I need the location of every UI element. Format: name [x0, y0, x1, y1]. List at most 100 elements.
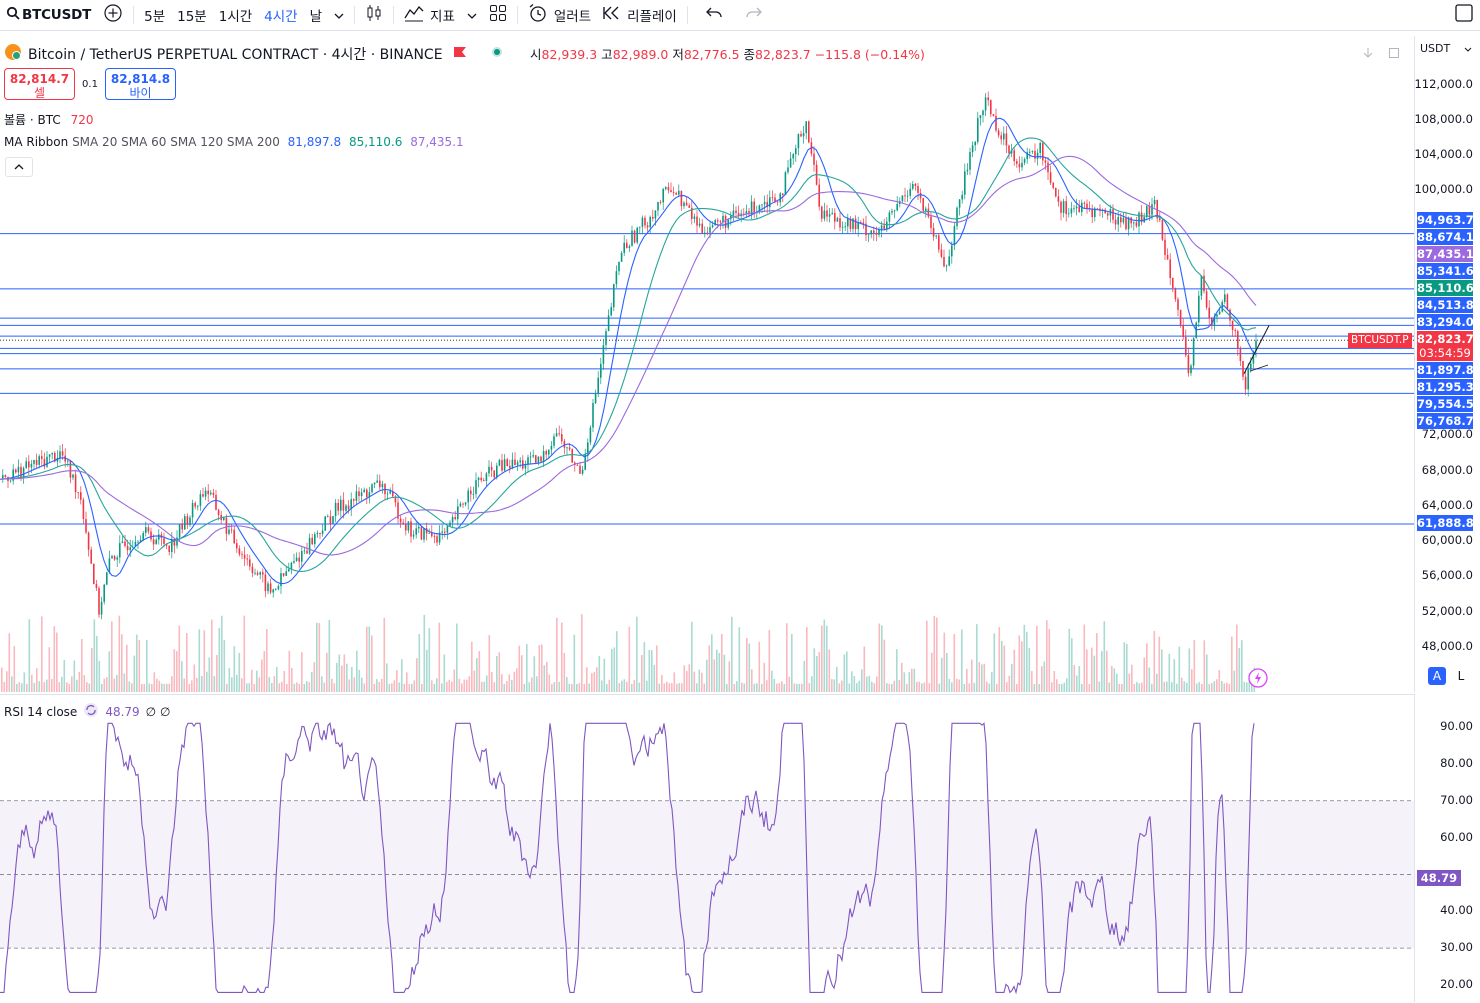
candle-body — [77, 492, 79, 493]
volume-bar — [43, 682, 46, 692]
log-scale-button[interactable]: L — [1457, 669, 1465, 683]
candle-body — [249, 559, 251, 567]
volume-bar — [1091, 647, 1093, 692]
volume-bar — [1051, 682, 1053, 692]
volume-legend[interactable]: 볼륨 · BTC 720 — [4, 111, 94, 128]
price-scale[interactable]: 112,000.0 108,000.0 104,000.0 100,000.0 72,0… — [1414, 36, 1480, 692]
rsi-scale[interactable]: 90.00 80.00 70.00 60.00 40.00 30.00 20.00 48.79 — [1414, 694, 1480, 1002]
candle-body — [236, 543, 238, 549]
volume-bar — [851, 671, 853, 692]
candle-body — [524, 464, 527, 469]
rsi-pane[interactable] — [0, 694, 1414, 1003]
interval-5m[interactable]: 5분 — [144, 9, 166, 25]
rsi-legend[interactable]: RSI 14 close 48.79 ∅ ∅ — [4, 702, 170, 721]
candle-body — [610, 307, 612, 316]
candle-body — [399, 518, 402, 523]
candle-body — [145, 527, 147, 533]
price-tick: 48,000.0 — [1421, 639, 1473, 653]
candle-body — [779, 193, 781, 203]
volume-bar — [201, 675, 203, 692]
candle-body — [529, 456, 532, 458]
replay-button[interactable]: 리플레이 — [597, 0, 683, 30]
volume-bar — [776, 683, 778, 692]
volume-bar — [898, 680, 901, 692]
volume-bar — [628, 626, 631, 692]
layouts-button[interactable] — [483, 0, 513, 30]
volume-bar — [306, 681, 308, 692]
volume-bar — [571, 683, 573, 692]
volume-bar — [1178, 646, 1181, 692]
chart-type-button[interactable] — [359, 0, 389, 30]
volume-bar — [328, 620, 331, 692]
volume-bar — [363, 683, 366, 692]
collapse-legend-button[interactable] — [5, 157, 33, 177]
symbol-description[interactable]: Bitcoin / TetherUS PERPETUAL CONTRACT · … — [28, 47, 443, 63]
volume-bar — [376, 679, 378, 692]
sell-price: 82,814.7 — [9, 72, 70, 86]
arrow-down-icon[interactable] — [1362, 44, 1374, 63]
lightning-icon — [1248, 668, 1268, 688]
candle-body — [618, 261, 620, 272]
candle-body — [719, 221, 722, 223]
candle-body — [870, 230, 872, 235]
interval-4h[interactable]: 4시간 — [264, 9, 298, 25]
candle-body — [914, 183, 917, 186]
price-tick: 64,000.0 — [1421, 498, 1473, 512]
reset-icon[interactable] — [1388, 44, 1400, 63]
candle-body — [61, 451, 64, 456]
candle-body — [930, 216, 932, 229]
volume-bar — [1166, 681, 1168, 692]
candle-body — [964, 171, 966, 195]
fullscreen-button[interactable] — [1448, 0, 1480, 30]
candle-body — [43, 458, 46, 467]
interval-15m[interactable]: 15분 — [177, 9, 207, 25]
interval-dropdown[interactable] — [328, 0, 350, 30]
currency-selector[interactable]: USDT — [1420, 42, 1472, 55]
volume-bar — [1191, 669, 1193, 692]
price-chart[interactable] — [0, 36, 1414, 692]
candle-body — [532, 455, 534, 457]
candle-body — [46, 456, 48, 467]
volume-bar — [983, 663, 986, 692]
interval-1d[interactable]: 날 — [309, 9, 323, 25]
candle-body — [1153, 200, 1156, 205]
auto-scale-button[interactable]: A — [1428, 667, 1446, 685]
volume-bar — [711, 634, 713, 692]
indicators-button[interactable]: 지표 — [398, 0, 461, 30]
open-value: 82,939.3 — [541, 47, 598, 62]
alert-button[interactable]: 얼러트 — [522, 0, 597, 30]
volume-bar — [418, 633, 421, 692]
volume-bar — [411, 683, 413, 692]
indicators-dropdown[interactable] — [461, 0, 483, 30]
volume-bar — [1078, 665, 1081, 692]
volume-bar — [1116, 673, 1118, 692]
candle-body — [454, 517, 456, 520]
candle-body — [98, 588, 100, 615]
volume-bar — [338, 654, 341, 692]
volume-bar — [798, 683, 801, 692]
buy-button[interactable]: 82,814.8 바이 — [105, 68, 176, 100]
ma-ribbon-legend[interactable]: MA Ribbon SMA 20 SMA 60 SMA 120 SMA 200 … — [4, 135, 464, 149]
volume-bar — [393, 680, 396, 692]
flag-icon[interactable] — [453, 46, 467, 62]
interval-1h[interactable]: 1시간 — [218, 9, 253, 25]
redo-button[interactable] — [736, 0, 772, 30]
volume-bar — [603, 658, 606, 692]
candle-body — [485, 473, 488, 482]
volume-bar — [1221, 680, 1223, 692]
volume-bar — [713, 659, 716, 692]
volume-bar — [1186, 682, 1188, 692]
candle-body — [1039, 142, 1041, 153]
volume-bar — [491, 671, 493, 692]
sell-button[interactable]: 82,814.7 셀 — [4, 68, 75, 100]
symbol-search[interactable]: BTCUSDT — [0, 0, 97, 30]
candle-body — [600, 363, 602, 378]
candle-body — [509, 465, 511, 469]
compare-symbol-button[interactable] — [97, 0, 129, 30]
candle-body — [168, 545, 170, 552]
candle-body — [818, 184, 820, 207]
candle-body — [241, 554, 243, 556]
refresh-icon[interactable] — [83, 702, 99, 721]
volume-bar — [598, 655, 601, 692]
undo-button[interactable] — [692, 0, 736, 30]
